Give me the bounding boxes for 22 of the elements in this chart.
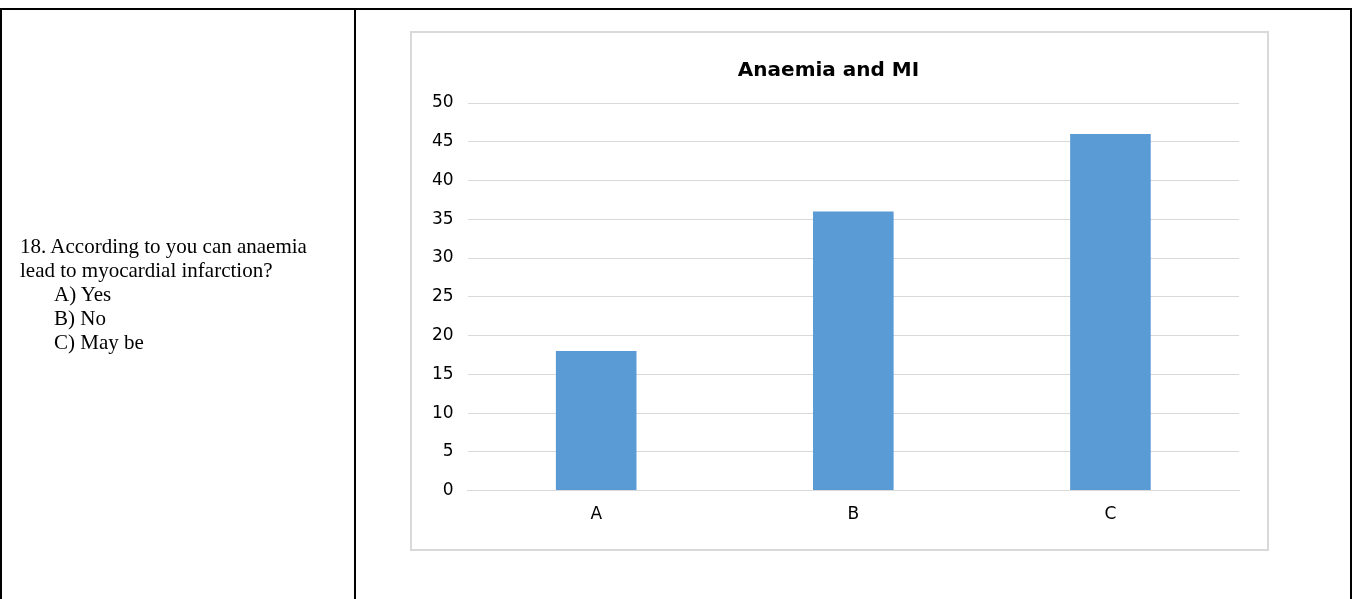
bar [1070, 134, 1151, 491]
text: A) Yes [53, 282, 113, 306]
text: B) No [53, 306, 107, 330]
bar [813, 211, 894, 491]
y-tick-label: 15 [431, 362, 454, 383]
y-tick-label: 25 [431, 285, 454, 306]
x-tick-label: A [590, 503, 603, 524]
y-tick-label: 40 [431, 168, 454, 189]
y-tick-label: 50 [431, 91, 454, 112]
bar [555, 351, 637, 491]
text: 18. According to you can anaemia lead to myocardial infarction? [20, 234, 308, 282]
y-tick-label: 35 [431, 207, 454, 228]
y-tick-label: 20 [431, 323, 454, 344]
y-tick-label: 0 [442, 479, 454, 500]
x-tick-label: B [847, 503, 860, 524]
chart-title: Anaemia and MI [737, 57, 920, 82]
text: C) May be [53, 330, 145, 354]
y-tick-label: 5 [442, 440, 454, 461]
y-tick-label: 45 [431, 130, 454, 151]
x-tick-label: C [1104, 503, 1117, 524]
y-tick-label: 30 [431, 246, 454, 267]
y-tick-label: 10 [431, 401, 454, 422]
